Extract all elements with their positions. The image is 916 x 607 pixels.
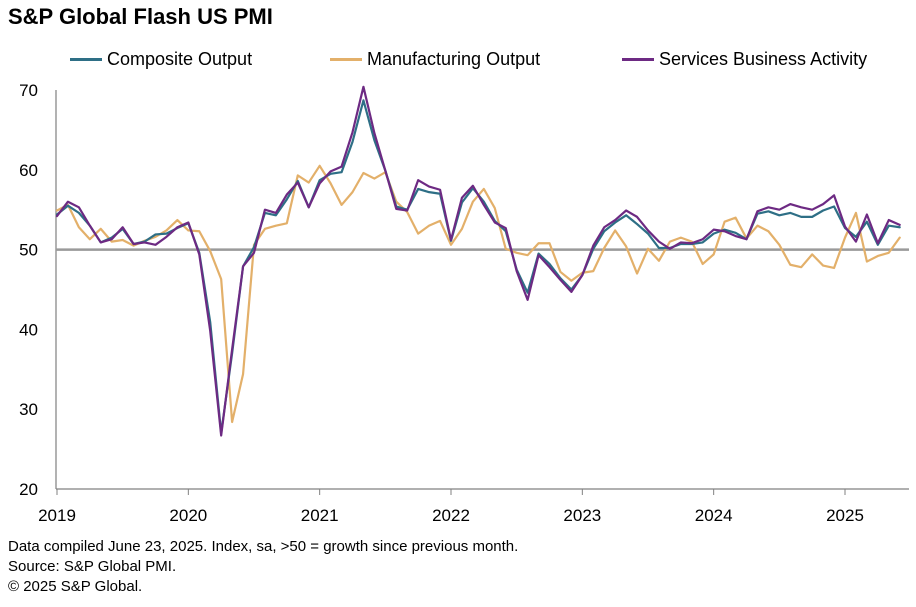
legend-label-manufacturing-output: Manufacturing Output	[367, 48, 541, 69]
x-tick-label-2023: 2023	[563, 506, 601, 525]
x-tick-label-2020: 2020	[169, 506, 207, 525]
x-tick-label-2019: 2019	[38, 506, 76, 525]
legend-swatch-composite-output	[70, 57, 102, 61]
y-tick-label-40: 40	[19, 320, 38, 339]
x-tick-label-2025: 2025	[826, 506, 864, 525]
y-tick-label-60: 60	[19, 161, 38, 180]
legend-label-services-business-activity: Services Business Activity	[659, 48, 868, 69]
legend-label-composite-output: Composite Output	[107, 48, 253, 69]
footnote-source: Source: S&P Global PMI.	[8, 558, 177, 575]
footnote-data-compiled: Data compiled June 23, 2025. Index, sa, …	[8, 538, 519, 555]
series-line-manufacturing-output	[55, 164, 901, 424]
x-tick-label-2022: 2022	[432, 506, 470, 525]
series-line-composite-output	[55, 99, 901, 435]
legend-item-composite-output: Composite Output	[70, 45, 252, 73]
y-tick-label-70: 70	[19, 81, 38, 100]
chart-footnotes: Data compiled June 23, 2025. Index, sa, …	[8, 537, 518, 597]
legend-item-services-business-activity: Services Business Activity	[622, 45, 867, 73]
y-tick-label-50: 50	[19, 241, 38, 260]
x-tick-label-2021: 2021	[301, 506, 339, 525]
legend-item-manufacturing-output: Manufacturing Output	[330, 45, 540, 73]
chart-title: S&P Global Flash US PMI	[8, 4, 273, 29]
y-tick-label-20: 20	[19, 480, 38, 499]
chart-legend: Composite Output Manufacturing Output Se…	[0, 45, 916, 73]
legend-swatch-services-business-activity	[622, 57, 654, 61]
series-line-services-business-activity	[55, 85, 901, 437]
y-tick-label-30: 30	[19, 400, 38, 419]
legend-swatch-manufacturing-output	[330, 57, 362, 61]
footnote-copyright: © 2025 S&P Global.	[8, 578, 143, 595]
x-tick-label-2024: 2024	[695, 506, 733, 525]
